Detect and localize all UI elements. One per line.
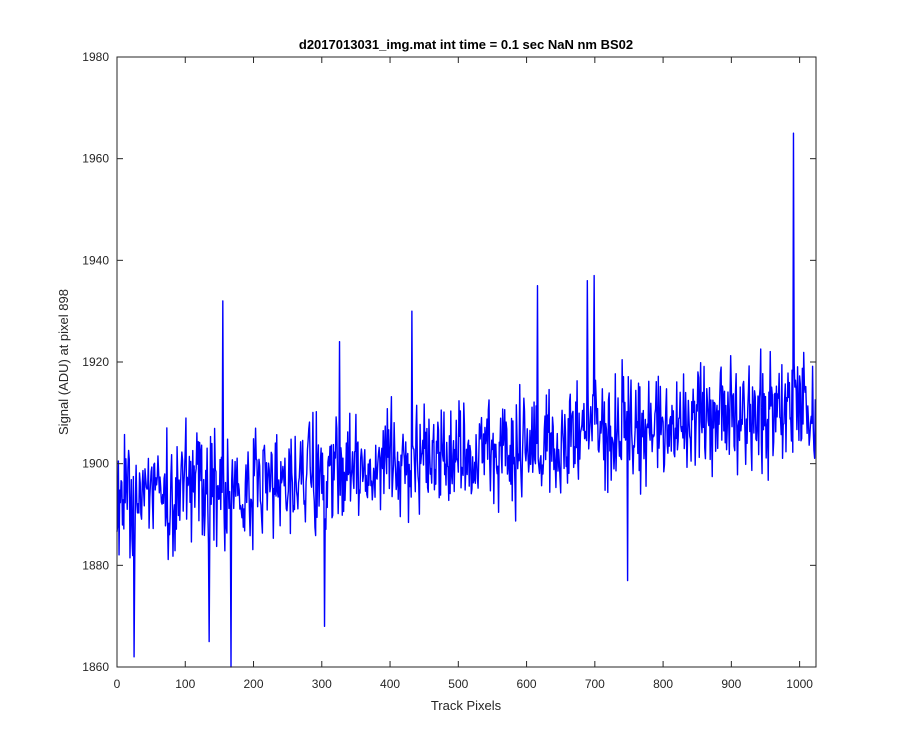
x-tick-label: 700 [585,677,605,691]
x-tick-label: 800 [653,677,673,691]
tick-layer: 0 100 200 300 400 500 600 700 800 900 1000 1860 1880… [82,50,816,691]
y-axis-label: Signal (ADU) at pixel 898 [56,289,71,435]
x-tick-label: 0 [114,677,121,691]
y-tick-label: 1900 [82,457,109,471]
x-tick-label: 400 [380,677,400,691]
y-tick-label: 1920 [82,355,109,369]
y-tick-label: 1860 [82,660,109,674]
x-tick-label: 100 [175,677,195,691]
x-axis-label: Track Pixels [431,698,502,713]
x-tick-label: 300 [312,677,332,691]
x-tick-label: 500 [448,677,468,691]
x-tick-label: 200 [244,677,264,691]
x-tick-label: 900 [721,677,741,691]
chart-title: d2017013031_img.mat int time = 0.1 sec N… [299,37,633,52]
y-tick-label: 1880 [82,558,109,572]
y-tick-label: 1980 [82,50,109,64]
y-tick-label: 1940 [82,253,109,267]
x-tick-label: 1000 [786,677,813,691]
signal-series-line [116,132,817,668]
series-layer [116,132,817,668]
plot-area [117,57,816,667]
x-tick-label: 600 [517,677,537,691]
y-tick-label: 1960 [82,152,109,166]
